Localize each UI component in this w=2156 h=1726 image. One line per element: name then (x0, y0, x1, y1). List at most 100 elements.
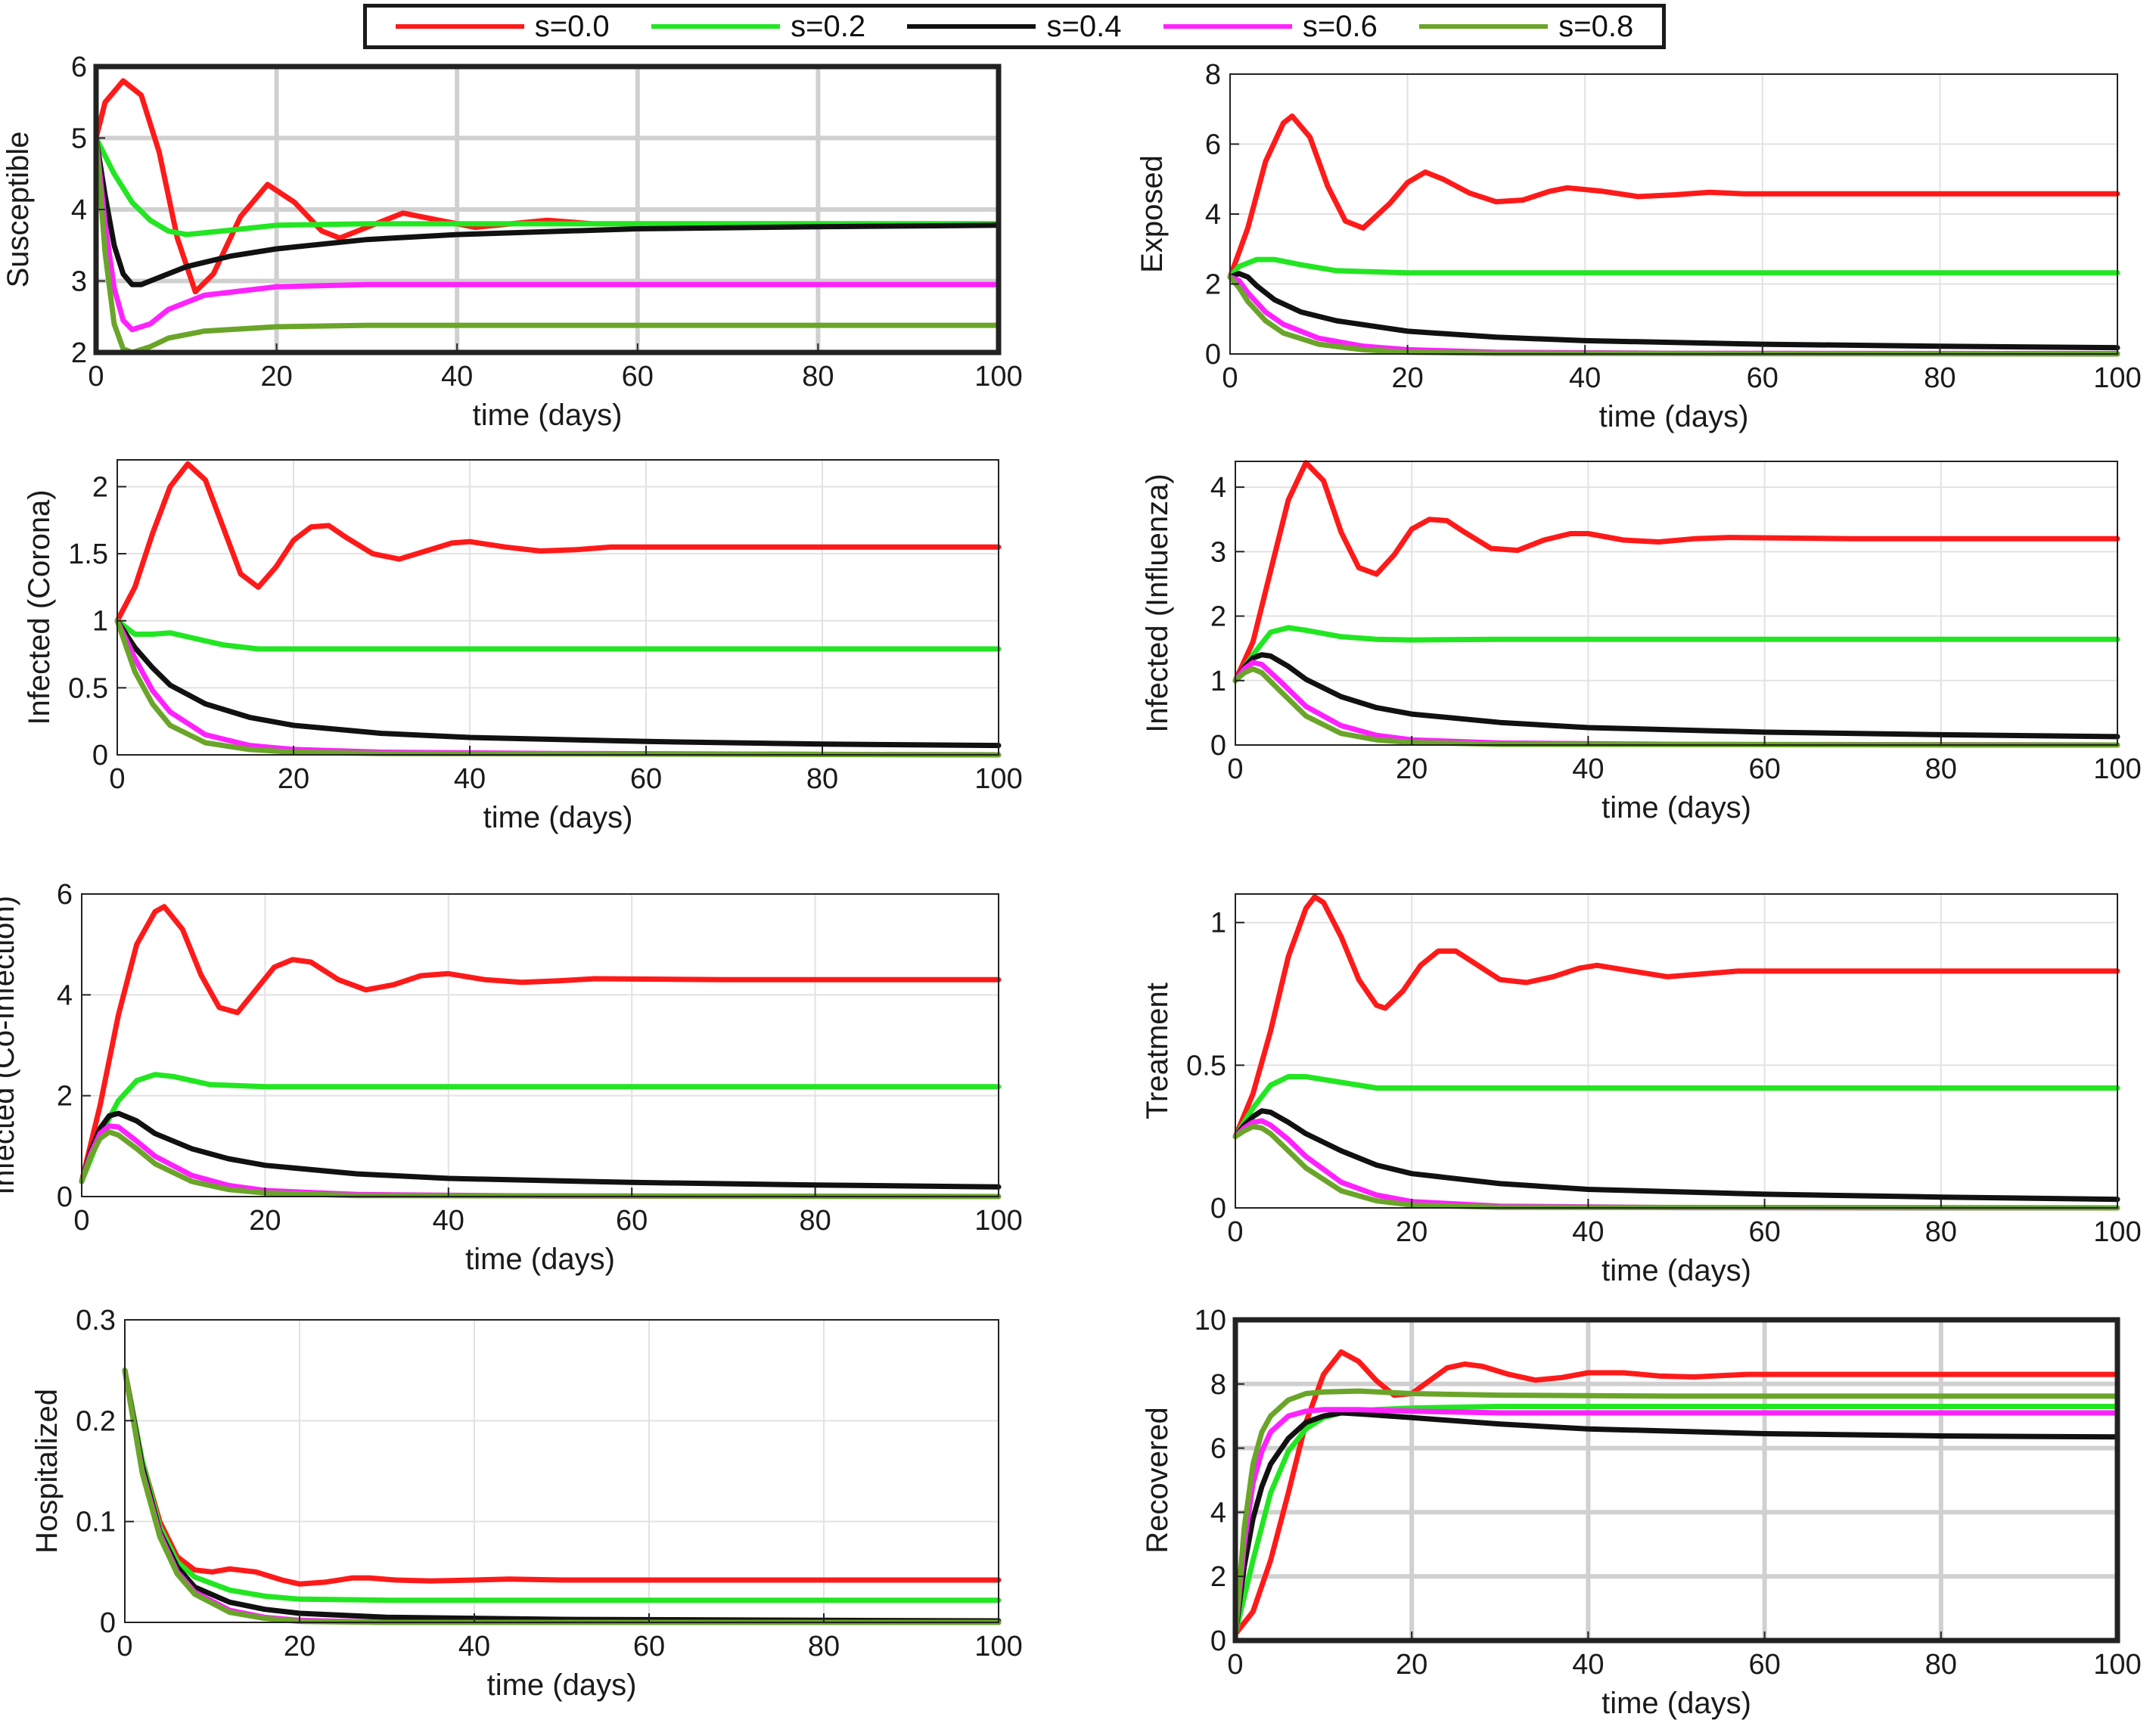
y-tick-label: 6 (1205, 129, 1221, 161)
legend-swatch (1419, 24, 1549, 29)
x-tick-label: 40 (441, 361, 473, 393)
y-tick-label: 1 (1210, 666, 1226, 697)
chart-legend: s=0.0 s=0.2 s=0.4 s=0.6 s=0.8 (363, 4, 1666, 49)
series-line (1232, 666, 2120, 748)
y-axis-label: Exposed (1135, 155, 1169, 273)
x-tick-label: 40 (1572, 753, 1604, 785)
y-tick-label: 2 (1205, 269, 1221, 301)
plot-frame (1232, 1317, 2120, 1644)
plot-area (1235, 894, 2117, 1208)
x-axis-label: time (days) (483, 801, 633, 834)
y-tick-label: 0 (92, 740, 108, 771)
plot-frame (124, 1319, 999, 1623)
legend-swatch (907, 24, 1036, 29)
y-tick-label: 0 (57, 1181, 73, 1213)
x-tick-label: 60 (1747, 362, 1779, 394)
x-tick-label: 100 (974, 1205, 1022, 1237)
legend-item: s=0.2 (651, 10, 865, 44)
series-line (93, 135, 1002, 333)
series-line (1232, 1074, 2120, 1140)
legend-label: s=0.2 (791, 9, 866, 43)
series-line (93, 135, 1002, 355)
x-tick-label: 40 (1572, 1216, 1604, 1248)
x-tick-label: 0 (109, 763, 125, 795)
x-tick-label: 60 (1748, 1649, 1780, 1681)
y-tick-label: 0 (1210, 730, 1226, 762)
y-tick-label: 1.5 (68, 539, 108, 570)
series-line (1232, 1388, 2120, 1637)
y-tick-label: 0.5 (1186, 1050, 1226, 1082)
x-tick-label: 20 (278, 763, 309, 795)
x-tick-label: 100 (2093, 1216, 2141, 1248)
legend-label: s=0.0 (534, 9, 610, 43)
series-line (79, 1110, 1002, 1190)
y-tick-label: 0 (1210, 1193, 1226, 1225)
y-tick-label: 2 (57, 1081, 73, 1113)
y-tick-label: 4 (1210, 1497, 1226, 1529)
y-tick-label: 8 (1205, 59, 1221, 91)
y-tick-label: 6 (1210, 1433, 1226, 1465)
x-tick-label: 20 (1396, 1649, 1427, 1681)
series-line (93, 135, 1002, 237)
y-tick-label: 10 (1194, 1305, 1226, 1336)
x-tick-label: 0 (116, 1631, 132, 1662)
x-tick-label: 40 (1572, 1649, 1604, 1681)
chart-panel: 0 20 40 60 80 100 0 2 4 6 time (days) Infected (Co-… (0, 879, 1023, 1276)
y-tick-label: 4 (1205, 199, 1221, 231)
x-tick-label: 40 (433, 1205, 464, 1237)
y-tick-label: 0 (1210, 1625, 1226, 1657)
y-tick-label: 0.1 (76, 1507, 116, 1538)
legend-item: s=0.8 (1419, 10, 1633, 44)
x-tick-label: 100 (974, 1631, 1022, 1662)
x-tick-label: 100 (2093, 753, 2141, 785)
x-axis-label: time (days) (487, 1669, 637, 1702)
x-tick-label: 20 (249, 1205, 281, 1237)
legend-swatch (651, 24, 781, 29)
x-tick-label: 80 (806, 763, 838, 795)
x-tick-label: 20 (1391, 362, 1423, 394)
y-axis-label: Susceptible (2, 132, 35, 288)
x-tick-label: 80 (1925, 753, 1957, 785)
x-tick-label: 20 (1396, 1216, 1427, 1248)
chart-panel: 0 20 40 60 80 100 0 0.5 1 1.5 2 time (days) Infected… (23, 459, 1023, 834)
y-tick-label: 5 (71, 123, 87, 155)
x-tick-label: 0 (1227, 753, 1243, 785)
x-tick-label: 0 (88, 361, 104, 393)
x-axis-label: time (days) (1601, 1254, 1751, 1287)
x-tick-label: 20 (1396, 753, 1427, 785)
y-tick-label: 8 (1210, 1369, 1226, 1401)
series-line (1227, 256, 2120, 280)
series-line (1232, 652, 2120, 740)
legend-item: s=0.6 (1163, 10, 1378, 44)
y-tick-label: 3 (1210, 536, 1226, 568)
x-tick-label: 100 (974, 361, 1022, 393)
plot-area (117, 460, 999, 755)
x-tick-label: 20 (260, 361, 292, 393)
y-tick-label: 2 (1210, 601, 1226, 633)
chart-panel: 0 20 40 60 80 100 2 3 4 5 6 time (days) Susceptible (2, 51, 1023, 432)
y-tick-label: 6 (71, 51, 87, 83)
plot-frame (1235, 893, 2118, 1209)
y-axis-label: Recovered (1141, 1407, 1174, 1553)
x-tick-label: 80 (808, 1631, 840, 1662)
x-tick-label: 100 (974, 763, 1022, 795)
legend-item: s=0.0 (395, 9, 610, 44)
chart-panel: 0 20 40 60 80 100 0 2 4 6 8 10 time (days) Recovered (1141, 1305, 2142, 1720)
legend-swatch (1163, 24, 1292, 29)
y-axis-label: Treatment (1141, 983, 1174, 1119)
x-tick-label: 0 (73, 1205, 89, 1237)
series-line (1232, 1108, 2120, 1203)
series-line (1232, 894, 2120, 1140)
series-line (1232, 1410, 2120, 1637)
x-tick-label: 100 (2093, 362, 2141, 394)
series-line (1232, 1124, 2120, 1211)
x-tick-label: 0 (1227, 1216, 1243, 1248)
y-tick-label: 1 (92, 606, 108, 638)
chart-panel: 0 20 40 60 80 100 0 0.1 0.2 0.3 time (days) Hospita… (30, 1305, 1023, 1702)
x-tick-label: 60 (1748, 753, 1780, 785)
series-line (79, 1129, 1002, 1200)
y-tick-label: 2 (71, 337, 87, 369)
series-line (114, 618, 1002, 652)
legend-label: s=0.8 (1558, 9, 1634, 43)
x-tick-label: 40 (1569, 362, 1601, 394)
